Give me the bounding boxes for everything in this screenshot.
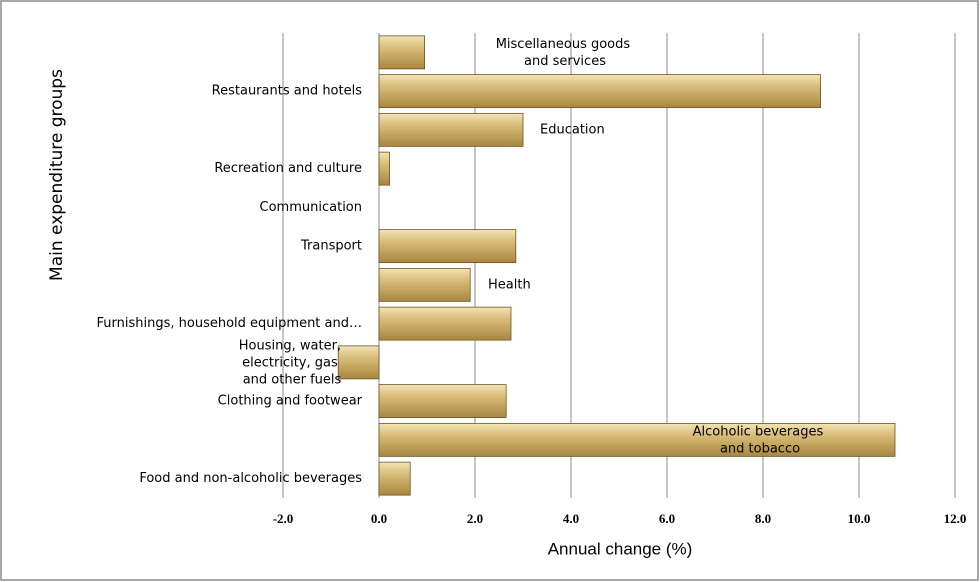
x-tick-label: 4.0 — [563, 511, 579, 526]
y-tick-label: Transport — [300, 239, 362, 254]
x-axis-title: Annual change (%) — [548, 539, 693, 558]
y-tick-label: Education — [540, 122, 605, 137]
y-tick-label: Restaurants and hotels — [212, 84, 363, 99]
y-tick-label: Clothing and footwear — [218, 394, 363, 409]
y-tick-label: Miscellaneous goods and services — [496, 36, 635, 68]
y-tick-label: Furnishings, household equipment and… — [97, 316, 362, 331]
y-tick-label: Food and non-alcoholic beverages — [139, 471, 362, 486]
bar — [378, 112, 524, 147]
bar — [378, 267, 471, 302]
y-tick-label: Health — [488, 277, 531, 292]
x-tick-label: 6.0 — [659, 511, 675, 526]
y-tick-label: Housing, water, electricity, gas and oth… — [239, 338, 345, 387]
x-tick-label: 2.0 — [467, 511, 483, 526]
bar — [378, 74, 822, 109]
x-tick-label: 12.0 — [944, 511, 967, 526]
bar — [378, 229, 517, 264]
x-tick-label: 0.0 — [371, 511, 387, 526]
y-tick-label: Communication — [260, 200, 362, 215]
y-axis-title: Main expenditure groups — [47, 69, 67, 281]
bar — [378, 384, 507, 419]
bar — [378, 35, 425, 70]
bar — [378, 151, 390, 186]
bar — [378, 461, 411, 496]
x-tick-label: -2.0 — [273, 511, 294, 526]
x-tick-label: 10.0 — [848, 511, 871, 526]
y-tick-label: Alcoholic beverages and tobacco — [693, 424, 828, 456]
x-tick-label: 8.0 — [755, 511, 771, 526]
y-tick-label: Recreation and culture — [214, 161, 362, 176]
bar — [378, 422, 896, 457]
bar — [337, 345, 380, 380]
bar — [378, 306, 512, 341]
